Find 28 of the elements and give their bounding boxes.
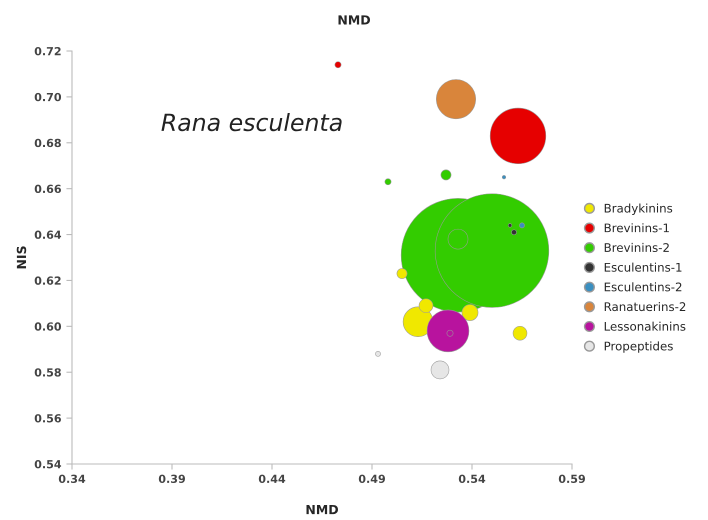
legend-label: Lessonakinins: [604, 322, 686, 331]
legend-label: Esculentins-2: [604, 282, 682, 292]
x-tick-label: 0.59: [558, 474, 585, 484]
y-tick-label: 0.62: [34, 276, 61, 285]
legend-label: Brevinins-2: [604, 242, 669, 252]
x-tick-label: 0.39: [158, 474, 185, 484]
y-tick-label: 0.60: [34, 322, 62, 331]
y-axis-title: NIS: [16, 246, 26, 268]
legend-label: Propeptides: [604, 341, 673, 353]
annotation: Rana esculenta: [161, 112, 342, 132]
x-tick-label: 0.49: [358, 474, 385, 484]
x-tick-label: 0.34: [58, 474, 86, 484]
y-tick-label: 0.72: [34, 46, 61, 56]
y-tick-label: 0.70: [34, 92, 62, 102]
y-tick-label: 0.58: [34, 368, 61, 377]
text: NMD: [338, 15, 370, 24]
y-tick-label: 0.68: [34, 138, 61, 148]
legend-label: Ranatuerins-2: [604, 302, 686, 312]
y-tick-label: 0.54: [34, 460, 62, 468]
x-tick-label: 0.54: [458, 474, 486, 484]
legend-label: Brevinins-1: [604, 223, 669, 232]
y-tick-label: 0.64: [34, 230, 62, 239]
legend-label: Bradykinins: [604, 204, 672, 215]
legend-label: Esculentins-1: [604, 262, 682, 272]
y-tick-label: 0.56: [34, 414, 61, 422]
y-tick-label: 0.66: [34, 184, 61, 194]
x-axis-title: NMD: [306, 505, 338, 514]
x-tick-label: 0.44: [258, 474, 286, 484]
